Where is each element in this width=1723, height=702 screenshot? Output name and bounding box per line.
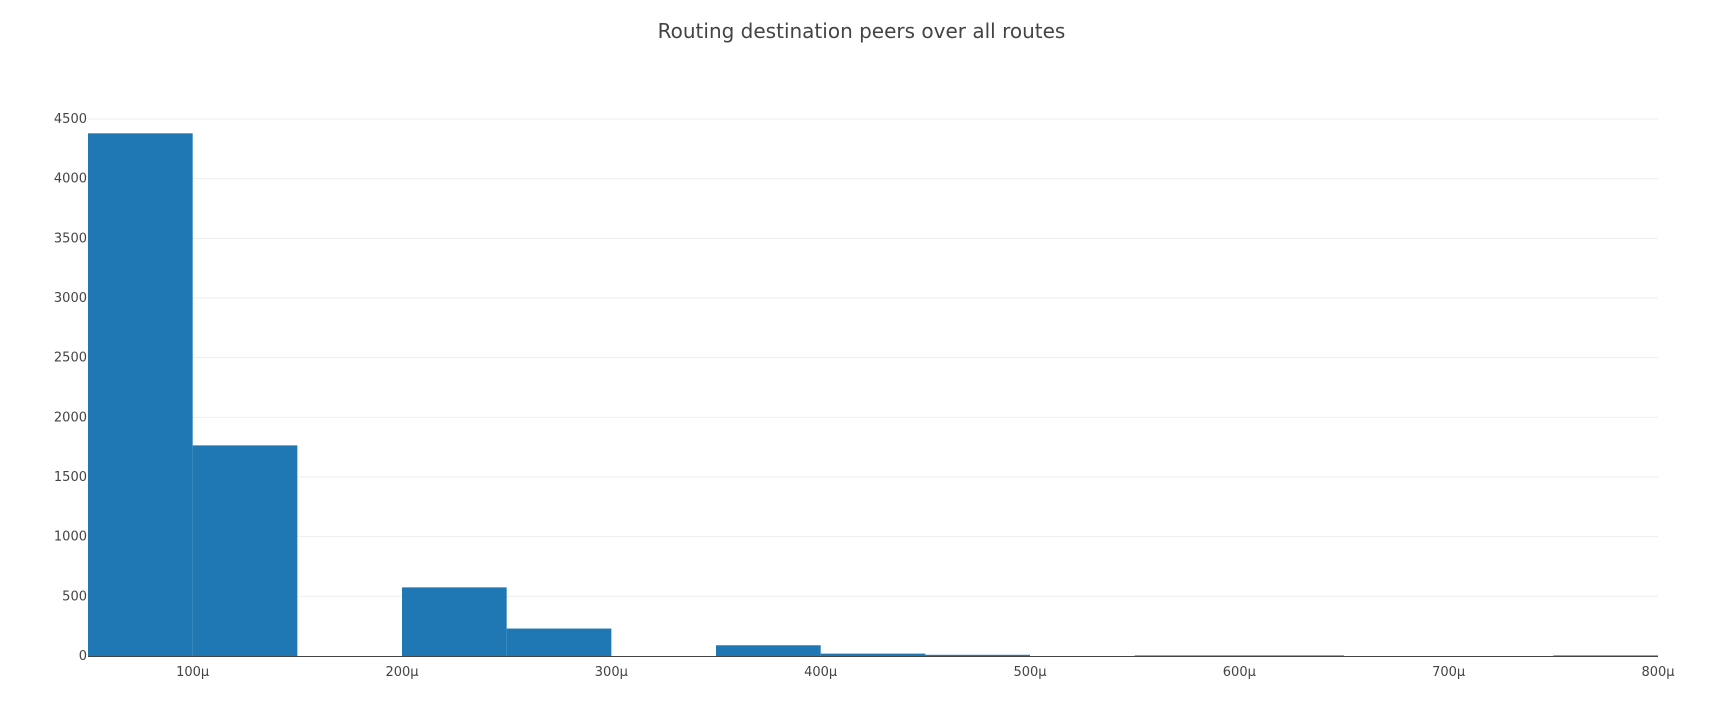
y-tick-label: 1500 bbox=[54, 470, 87, 485]
x-tick-label: 200μ bbox=[385, 665, 418, 680]
histogram-bar[interactable] bbox=[402, 587, 507, 656]
histogram-bar[interactable] bbox=[192, 445, 298, 656]
histogram-bar[interactable] bbox=[1239, 655, 1344, 656]
histogram-bar[interactable] bbox=[1134, 655, 1240, 656]
chart-title: Routing destination peers over all route… bbox=[657, 19, 1066, 43]
x-tick-label: 700μ bbox=[1432, 665, 1465, 680]
bars bbox=[88, 133, 1658, 656]
y-tick-label: 2000 bbox=[54, 410, 87, 425]
gridlines bbox=[88, 118, 1658, 597]
y-tick-label: 500 bbox=[62, 589, 87, 604]
y-tick-label: 1000 bbox=[54, 530, 87, 545]
histogram-bar[interactable] bbox=[88, 133, 193, 656]
histogram-bar[interactable] bbox=[925, 654, 1030, 656]
x-tick-label: 400μ bbox=[804, 665, 837, 680]
histogram-bar[interactable] bbox=[506, 628, 612, 656]
y-tick-label: 0 bbox=[79, 649, 87, 664]
histogram-bar[interactable] bbox=[716, 645, 821, 656]
x-tick-label: 600μ bbox=[1223, 665, 1256, 680]
y-tick-label: 4000 bbox=[54, 172, 87, 187]
y-tick-label: 2500 bbox=[54, 351, 87, 366]
y-tick-label: 3500 bbox=[54, 231, 87, 246]
axes: 0 500 1000 1500 2000 2500 3000 3500 4000 4500 100μ… bbox=[54, 112, 1675, 680]
histogram-bar[interactable] bbox=[1553, 655, 1658, 656]
x-tick-label: 800μ bbox=[1641, 665, 1674, 680]
x-tick-label: 100μ bbox=[176, 665, 209, 680]
y-tick-label: 3000 bbox=[54, 291, 87, 306]
x-tick-label: 500μ bbox=[1013, 665, 1046, 680]
y-tick-label: 4500 bbox=[54, 112, 87, 127]
x-tick-label: 300μ bbox=[595, 665, 628, 680]
histogram-bar[interactable] bbox=[820, 653, 926, 656]
